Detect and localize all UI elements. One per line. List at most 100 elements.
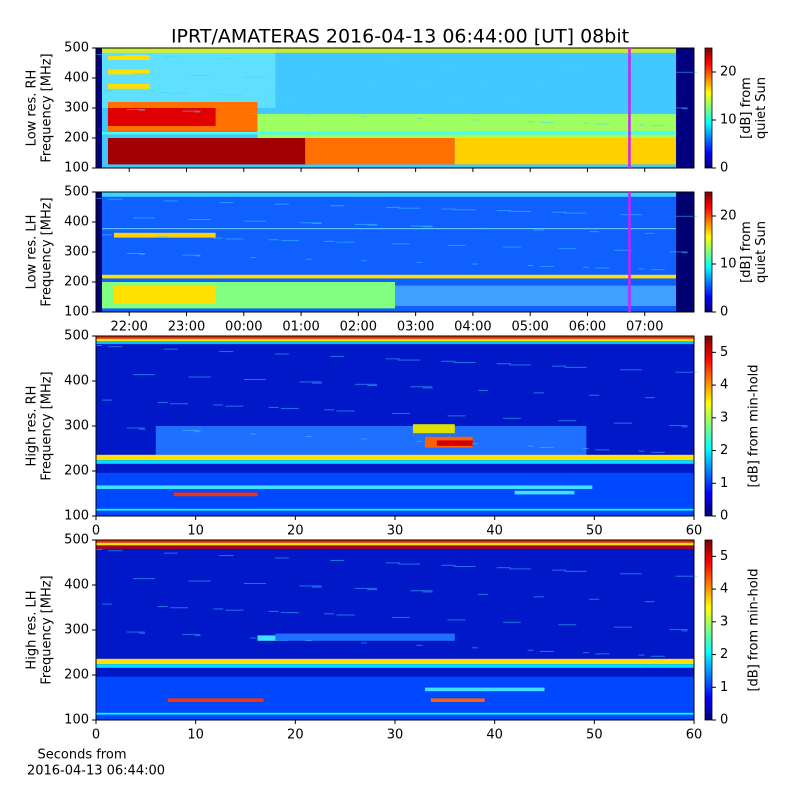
spectrum-texture [305, 114, 312, 116]
colorbar-tick-label: 0 [720, 713, 728, 728]
spectrum-texture [398, 63, 421, 65]
spectrum-texture [367, 80, 378, 82]
colorbar-label: [dB] from min-hold [747, 364, 762, 487]
spectrum-texture [96, 549, 102, 550]
x-tick-label: 0 [92, 728, 100, 743]
spectrum-texture [391, 99, 410, 101]
spectrum-texture [478, 389, 489, 391]
colorbar-tick-label: 5 [720, 345, 728, 360]
spectrum-texture [324, 409, 335, 411]
spectrum-texture [558, 624, 577, 626]
y-tick-label: 300 [64, 623, 89, 638]
y-tick-label: 300 [64, 419, 89, 434]
spectrum-texture [311, 223, 322, 225]
spectrum-texture [620, 573, 643, 575]
spectrum-texture [385, 206, 400, 208]
spectrum-texture [108, 346, 123, 348]
spectrum-texture [472, 119, 479, 121]
spectrum-texture [533, 229, 544, 231]
spectrum-texture [250, 257, 257, 259]
spectrum-texture [305, 436, 312, 438]
spectrum-texture [410, 81, 433, 83]
spectrum-texture [354, 79, 377, 81]
y-axis-label: High res. LH [25, 590, 40, 669]
spectrum-texture [650, 125, 665, 127]
x-tick-label: 23:00 [168, 320, 205, 335]
spectrum-texture [527, 649, 534, 651]
spectrum-texture [367, 224, 378, 226]
colorbar-tick-label: 2 [720, 647, 728, 662]
y-tick-label: 100 [64, 305, 89, 320]
spectrum-texture [410, 225, 433, 227]
x-tick-label: 30 [387, 524, 404, 539]
spectrum-texture [257, 635, 288, 641]
colorbar-tick-label: 20 [720, 65, 737, 80]
spectrum-texture [644, 397, 655, 399]
spectrum-texture [274, 353, 289, 355]
spectrum-texture [669, 425, 688, 427]
spectrum-texture [472, 647, 479, 649]
spectrum-texture [391, 243, 410, 245]
y-tick-label: 200 [64, 131, 89, 146]
x-tick-label: 60 [686, 524, 703, 539]
spectrum-texture [107, 84, 150, 89]
colorbar-tick-label: 10 [720, 257, 737, 272]
spectrum-texture [173, 492, 258, 497]
spectrum-texture [102, 399, 113, 401]
spectrum-texture [681, 630, 688, 632]
colorbar-tick-label: 5 [720, 549, 728, 564]
spectrum-texture [496, 66, 511, 68]
spectrum-texture [96, 338, 694, 342]
x-tick-label: 20 [287, 524, 304, 539]
spectrum-texture [96, 341, 694, 345]
spectrum-texture [539, 650, 554, 652]
y-tick-label: 100 [64, 161, 89, 176]
spectrum-texture [447, 244, 466, 246]
spectrum-texture [564, 366, 587, 368]
spectrum-texture [422, 591, 433, 593]
y-axis-label: Low res. LH [25, 215, 40, 290]
spectrum-texture [132, 73, 155, 75]
spectrum-texture [219, 351, 234, 353]
spectrum-texture [243, 582, 266, 584]
spectrum-texture [564, 212, 587, 214]
spectrum-texture [163, 56, 178, 58]
spectrum-texture [299, 78, 322, 80]
spectrum-texture [274, 203, 289, 205]
spectrum-texture [108, 198, 123, 200]
spectrum-texture [595, 123, 610, 125]
x-tick-label: 40 [486, 524, 503, 539]
spectrum-texture [441, 564, 456, 566]
spectrum-texture [436, 440, 473, 446]
spectrum-texture [113, 232, 216, 238]
spectrum-texture [595, 449, 610, 451]
spectrum-texture [650, 655, 665, 657]
spectrum-texture [96, 132, 694, 135]
spectrum-texture [391, 616, 410, 618]
y-axis-label: Frequency [MHz] [40, 53, 55, 162]
spectrum-texture [552, 365, 567, 367]
x-tick-label: 10 [187, 524, 204, 539]
spectrum-texture [472, 443, 479, 445]
spectrum-texture [416, 440, 423, 442]
spectrum-texture [108, 54, 123, 56]
spectrum-texture [102, 603, 113, 605]
spectrum-texture [250, 433, 257, 435]
y-tick-label: 300 [64, 101, 89, 116]
spectrum-texture [107, 69, 150, 75]
spectrum-texture [194, 255, 201, 257]
spectrum-texture [169, 403, 188, 405]
y-tick-label: 200 [64, 668, 89, 683]
spectrum-texture [157, 606, 168, 608]
spectrum-texture [225, 405, 244, 407]
spectrum-texture [453, 65, 476, 67]
spectrum-texture [613, 626, 632, 628]
spectrum-texture [311, 382, 322, 384]
y-tick-label: 500 [64, 533, 89, 548]
spectrum-texture [107, 108, 216, 126]
spectrum-texture [558, 248, 577, 250]
spectrum-texture [188, 75, 211, 77]
spectrum-texture [102, 90, 113, 92]
spectrum-texture [96, 712, 694, 715]
spectrum-texture [447, 415, 466, 417]
